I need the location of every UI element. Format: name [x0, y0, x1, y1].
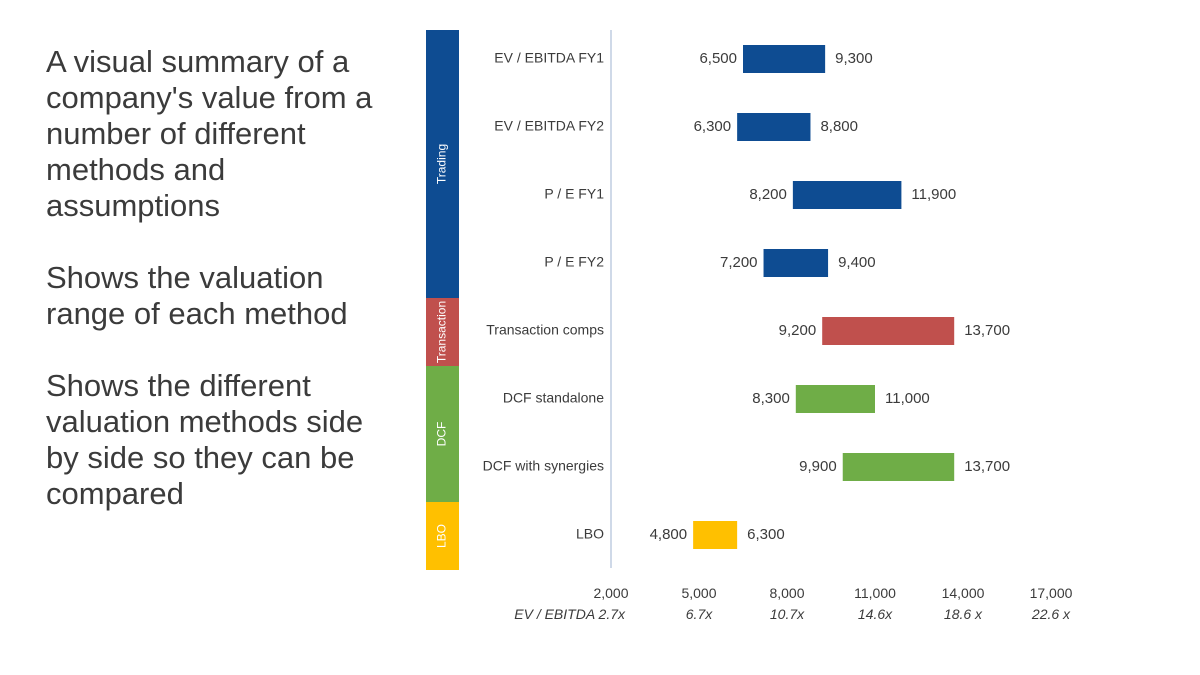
- high-value-label: 11,000: [885, 390, 930, 407]
- row-label: EV / EBITDA FY2: [494, 118, 604, 134]
- range-bar: [693, 521, 738, 549]
- x-tick-label: 11,000: [854, 585, 896, 601]
- x-tick-label: 5,000: [681, 585, 716, 601]
- x-tick-multiple-label: 22.6 x: [1031, 606, 1071, 622]
- high-value-label: 9,400: [838, 254, 876, 271]
- range-bar: [795, 385, 875, 413]
- row-label: EV / EBITDA FY1: [494, 50, 604, 66]
- group-band-dcf: [426, 366, 459, 502]
- description-paragraph-3: Shows the different valuation methods si…: [46, 368, 364, 511]
- description-paragraph-1: A visual summary of a company's value fr…: [46, 44, 373, 223]
- high-value-label: 11,900: [911, 186, 956, 203]
- group-label-transaction: Transaction: [435, 301, 449, 363]
- high-value-label: 9,300: [835, 50, 873, 67]
- high-value-label: 13,700: [964, 322, 1010, 339]
- x-tick-multiple-label: 18.6 x: [944, 606, 983, 622]
- low-value-label: 6,300: [694, 118, 732, 135]
- range-bar: [737, 113, 811, 141]
- low-value-label: 8,200: [749, 186, 787, 203]
- group-label-lbo: LBO: [435, 524, 449, 548]
- x-tick-multiple-label: EV / EBITDA 2.7x: [514, 606, 626, 622]
- row-label: DCF with synergies: [483, 458, 604, 474]
- x-tick-multiple-label: 10.7x: [770, 606, 805, 622]
- range-bar: [763, 249, 829, 277]
- low-value-label: 6,500: [699, 50, 737, 67]
- group-band-trading: [426, 30, 459, 298]
- low-value-label: 9,200: [779, 322, 817, 339]
- row-label: LBO: [576, 526, 604, 542]
- group-label-trading: Trading: [435, 144, 449, 184]
- high-value-label: 8,800: [820, 118, 858, 135]
- x-tick-label: 14,000: [942, 585, 985, 601]
- description-paragraph-2: Shows the valuation range of each method: [46, 260, 348, 331]
- range-bar: [792, 181, 902, 209]
- low-value-label: 4,800: [650, 526, 688, 543]
- x-tick-label: 2,000: [593, 585, 628, 601]
- range-bar: [822, 317, 955, 345]
- range-bar: [743, 45, 826, 73]
- row-label: P / E FY1: [544, 186, 604, 202]
- range-bar: [842, 453, 955, 481]
- group-band-transaction: [426, 298, 459, 366]
- low-value-label: 8,300: [752, 390, 790, 407]
- group-band-lbo: [426, 502, 459, 570]
- description-text: A visual summary of a company's value fr…: [46, 44, 376, 548]
- low-value-label: 7,200: [720, 254, 758, 271]
- group-label-dcf: DCF: [435, 422, 449, 447]
- x-tick-multiple-label: 14.6x: [858, 606, 893, 622]
- x-tick-label: 17,000: [1030, 585, 1073, 601]
- x-tick-label: 8,000: [769, 585, 804, 601]
- row-label: Transaction comps: [486, 322, 604, 338]
- high-value-label: 6,300: [747, 526, 785, 543]
- row-label: P / E FY2: [544, 254, 604, 270]
- x-tick-multiple-label: 6.7x: [686, 606, 713, 622]
- row-label: DCF standalone: [503, 390, 604, 406]
- high-value-label: 13,700: [964, 458, 1010, 475]
- low-value-label: 9,900: [799, 458, 837, 475]
